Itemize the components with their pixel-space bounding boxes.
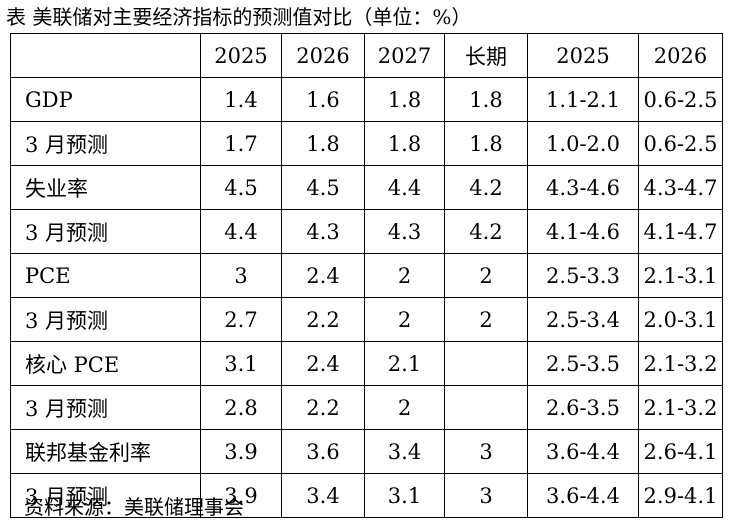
header-cell-corner <box>10 33 201 78</box>
table-cell: 2.9-4.1 <box>638 473 723 518</box>
row-label: GDP <box>10 77 201 122</box>
table-cell: 3 <box>444 429 528 474</box>
table-cell: 2.1-3.2 <box>638 385 723 430</box>
source-note: 资料来源：美联储理事会 <box>24 495 244 519</box>
table-cell: 2 <box>444 253 528 298</box>
row-label: 3 月预测 <box>10 209 201 254</box>
forecast-table: 2025 2026 2027 长期 2025 2026 GDP 1.4 1.6 1.8… <box>10 33 723 518</box>
table-cell: 2.5-3.3 <box>527 253 639 298</box>
table-cell: 4.4 <box>364 165 445 210</box>
table-cell: 1.8 <box>444 121 528 166</box>
table-cell: 2.4 <box>281 341 365 386</box>
row-label: 3 月预测 <box>10 121 201 166</box>
table-cell: 3.6 <box>281 429 365 474</box>
table-cell: 0.6-2.5 <box>638 77 723 122</box>
table-cell: 3.6-4.4 <box>527 473 639 518</box>
header-cell: 2027 <box>364 33 445 78</box>
table-cell <box>444 341 528 386</box>
header-cell: 2025 <box>527 33 639 78</box>
row-label: 3 月预测 <box>10 385 201 430</box>
table-cell: 2.2 <box>281 385 365 430</box>
table-row: PCE 3 2.4 2 2 2.5-3.3 2.1-3.1 <box>10 253 723 298</box>
table-cell: 1.8 <box>444 77 528 122</box>
row-label: PCE <box>10 253 201 298</box>
table-row: 联邦基金利率 3.9 3.6 3.4 3 3.6-4.4 2.6-4.1 <box>10 429 723 474</box>
table-cell: 2.5-3.5 <box>527 341 639 386</box>
table-cell: 1.0-2.0 <box>527 121 639 166</box>
row-label: 失业率 <box>10 165 201 210</box>
table-cell: 1.6 <box>281 77 365 122</box>
table-cell <box>444 385 528 430</box>
header-cell: 长期 <box>444 33 528 78</box>
table-row: 3 月预测 2.8 2.2 2 2.6-3.5 2.1-3.2 <box>10 385 723 430</box>
table-cell: 1.1-2.1 <box>527 77 639 122</box>
table-cell: 3.4 <box>281 473 365 518</box>
table-cell: 4.1-4.6 <box>527 209 639 254</box>
table-cell: 4.2 <box>444 165 528 210</box>
table-cell: 3 <box>200 253 282 298</box>
table-cell: 2.4 <box>281 253 365 298</box>
table-cell: 4.3-4.6 <box>527 165 639 210</box>
table-cell: 0.6-2.5 <box>638 121 723 166</box>
row-label: 3 月预测 <box>10 473 201 518</box>
table-row: 3 月预测 1.7 1.8 1.8 1.8 1.0-2.0 0.6-2.5 <box>10 121 723 166</box>
table-cell: 1.7 <box>200 121 282 166</box>
table-cell: 4.2 <box>444 209 528 254</box>
table-cell: 4.4 <box>200 209 282 254</box>
table-row: 3 月预测 4.4 4.3 4.3 4.2 4.1-4.6 4.1-4.7 <box>10 209 723 254</box>
row-label: 核心 PCE <box>10 341 201 386</box>
table-row: 3 月预测 2.7 2.2 2 2 2.5-3.4 2.0-3.1 <box>10 297 723 342</box>
header-cell: 2025 <box>200 33 282 78</box>
table-cell: 1.4 <box>200 77 282 122</box>
table-cell: 4.3-4.7 <box>638 165 723 210</box>
table-cell: 2.1 <box>364 341 445 386</box>
table-cell: 4.1-4.7 <box>638 209 723 254</box>
table-cell: 2.0-3.1 <box>638 297 723 342</box>
table-cell: 4.3 <box>281 209 365 254</box>
row-label: 3 月预测 <box>10 297 201 342</box>
table-cell: 1.8 <box>364 77 445 122</box>
table-cell: 2 <box>444 297 528 342</box>
table-row: 核心 PCE 3.1 2.4 2.1 2.5-3.5 2.1-3.2 <box>10 341 723 386</box>
table-caption: 表 美联储对主要经济指标的预测值对比（单位：%） <box>6 5 472 29</box>
header-cell: 2026 <box>638 33 723 78</box>
table-cell: 3.1 <box>364 473 445 518</box>
table-cell: 2.2 <box>281 297 365 342</box>
table-cell: 2 <box>364 253 445 298</box>
table-row: GDP 1.4 1.6 1.8 1.8 1.1-2.1 0.6-2.5 <box>10 77 723 122</box>
header-row: 2025 2026 2027 长期 2025 2026 <box>10 33 723 78</box>
table-cell: 4.5 <box>281 165 365 210</box>
table-cell: 3.4 <box>364 429 445 474</box>
table-cell: 2 <box>364 385 445 430</box>
table-cell: 2.6-3.5 <box>527 385 639 430</box>
table-cell: 2.7 <box>200 297 282 342</box>
table-cell: 2.8 <box>200 385 282 430</box>
table-cell: 2.5-3.4 <box>527 297 639 342</box>
table-cell: 4.5 <box>200 165 282 210</box>
table-cell: 3.9 <box>200 429 282 474</box>
table-cell: 4.3 <box>364 209 445 254</box>
table-cell: 3.6-4.4 <box>527 429 639 474</box>
table-cell: 2 <box>364 297 445 342</box>
table-row: 失业率 4.5 4.5 4.4 4.2 4.3-4.6 4.3-4.7 <box>10 165 723 210</box>
table-cell: 1.8 <box>364 121 445 166</box>
table-cell: 3 <box>444 473 528 518</box>
table-cell: 2.1-3.2 <box>638 341 723 386</box>
header-cell: 2026 <box>281 33 365 78</box>
table-cell: 1.8 <box>281 121 365 166</box>
table-row: 3 月预测 3.9 3.4 3.1 3 3.6-4.4 2.9-4.1 <box>10 473 723 518</box>
table-cell: 3.9 <box>200 473 282 518</box>
table-cell: 3.1 <box>200 341 282 386</box>
row-label: 联邦基金利率 <box>10 429 201 474</box>
table-cell: 2.1-3.1 <box>638 253 723 298</box>
table-cell: 2.6-4.1 <box>638 429 723 474</box>
